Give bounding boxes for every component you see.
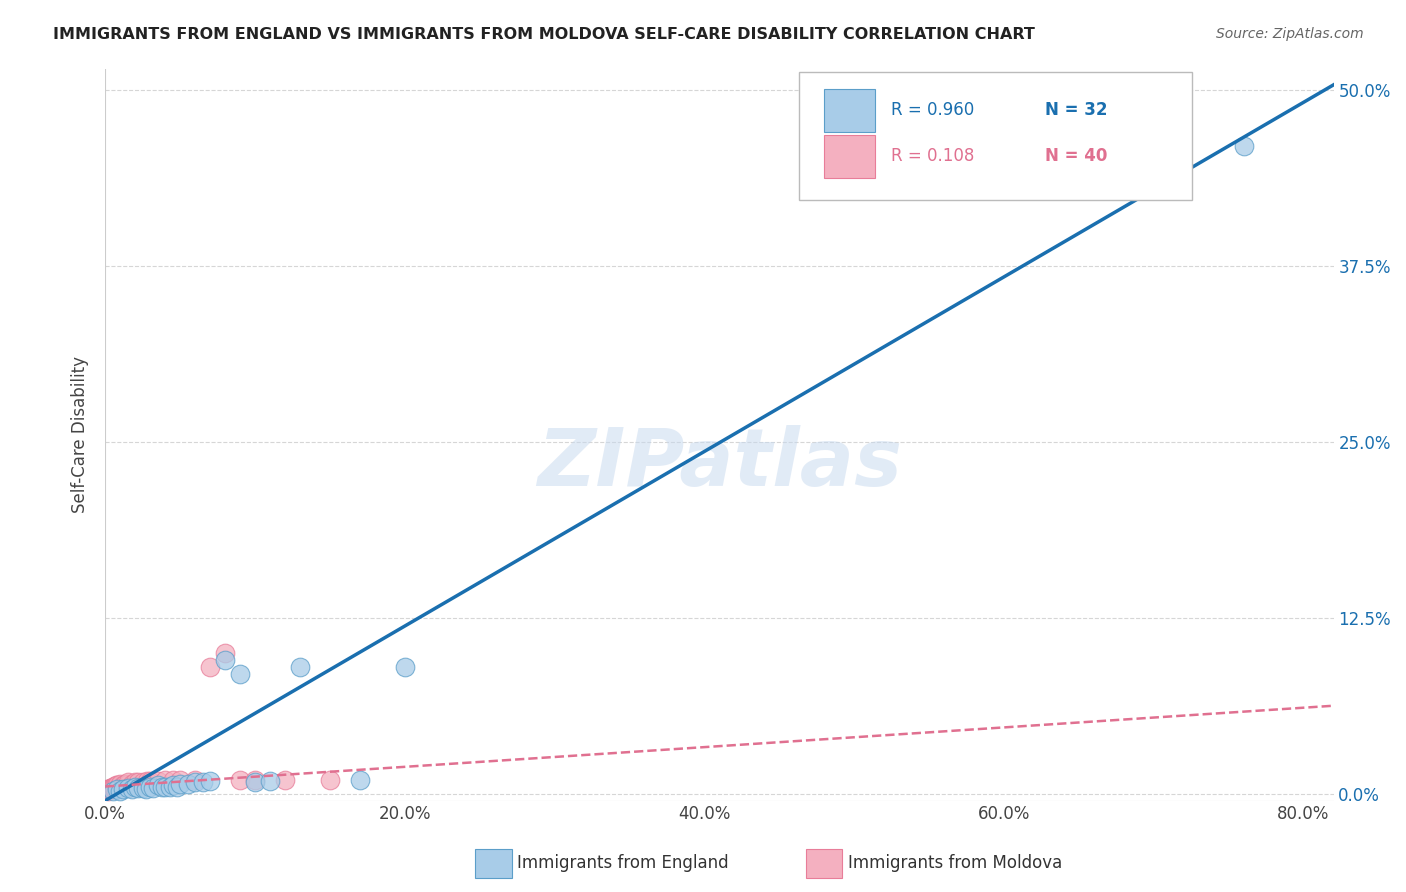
Point bbox=[100, 782, 122, 797]
Point bbox=[105, 778, 128, 792]
Point bbox=[103, 780, 125, 794]
Point bbox=[135, 782, 157, 797]
Point bbox=[169, 777, 191, 791]
Point bbox=[117, 780, 139, 795]
Point bbox=[101, 780, 124, 795]
Point bbox=[136, 773, 159, 788]
Point bbox=[105, 782, 128, 797]
Point bbox=[229, 667, 252, 681]
Point bbox=[100, 780, 122, 795]
Point bbox=[101, 780, 124, 794]
FancyBboxPatch shape bbox=[799, 72, 1192, 201]
Y-axis label: Self-Care Disability: Self-Care Disability bbox=[72, 356, 89, 513]
Point bbox=[166, 780, 188, 794]
Point bbox=[146, 773, 169, 788]
Point bbox=[198, 773, 221, 788]
Point bbox=[1233, 139, 1256, 153]
Point bbox=[162, 778, 184, 792]
Point bbox=[117, 777, 139, 791]
Point bbox=[176, 777, 198, 791]
Point bbox=[150, 780, 173, 794]
Point bbox=[274, 772, 297, 787]
Text: IMMIGRANTS FROM ENGLAND VS IMMIGRANTS FROM MOLDOVA SELF-CARE DISABILITY CORRELAT: IMMIGRANTS FROM ENGLAND VS IMMIGRANTS FR… bbox=[53, 27, 1035, 42]
Point bbox=[243, 775, 266, 789]
Point bbox=[191, 775, 214, 789]
Point bbox=[104, 778, 127, 792]
Point bbox=[124, 780, 146, 794]
FancyBboxPatch shape bbox=[824, 135, 876, 178]
FancyBboxPatch shape bbox=[824, 88, 876, 132]
Text: ZIPatlas: ZIPatlas bbox=[537, 425, 901, 503]
Point bbox=[198, 660, 221, 674]
Point bbox=[117, 775, 139, 789]
Text: R = 0.960: R = 0.960 bbox=[891, 102, 974, 120]
Point bbox=[101, 780, 124, 794]
Text: R = 0.108: R = 0.108 bbox=[891, 147, 974, 165]
Point bbox=[146, 778, 169, 792]
Point bbox=[108, 778, 131, 792]
Point bbox=[124, 775, 146, 789]
Point bbox=[319, 772, 342, 787]
Point bbox=[153, 772, 176, 787]
Point bbox=[169, 772, 191, 787]
Point bbox=[124, 777, 146, 791]
Point bbox=[108, 784, 131, 798]
Point bbox=[97, 782, 120, 797]
Point bbox=[105, 780, 128, 794]
Point bbox=[349, 772, 371, 787]
Text: Source: ZipAtlas.com: Source: ZipAtlas.com bbox=[1216, 27, 1364, 41]
Text: N = 32: N = 32 bbox=[1045, 102, 1108, 120]
Point bbox=[184, 775, 207, 789]
Point bbox=[127, 780, 149, 795]
Point bbox=[103, 780, 125, 795]
Point bbox=[214, 646, 236, 660]
Point bbox=[131, 780, 153, 795]
Point bbox=[104, 780, 127, 794]
Point bbox=[229, 772, 252, 787]
Point bbox=[1143, 181, 1166, 195]
Point bbox=[288, 660, 311, 674]
Point bbox=[112, 778, 135, 792]
Point bbox=[394, 660, 416, 674]
Point bbox=[98, 780, 121, 795]
Point bbox=[107, 780, 129, 794]
Text: Immigrants from England: Immigrants from England bbox=[517, 855, 730, 872]
Point bbox=[142, 780, 165, 795]
Point bbox=[139, 773, 162, 788]
Point bbox=[139, 780, 162, 794]
Point bbox=[121, 777, 143, 791]
Point bbox=[101, 784, 124, 798]
Point bbox=[243, 772, 266, 787]
Point bbox=[184, 772, 207, 787]
Point bbox=[108, 777, 131, 791]
Text: N = 40: N = 40 bbox=[1045, 147, 1108, 165]
Text: Immigrants from Moldova: Immigrants from Moldova bbox=[848, 855, 1062, 872]
Point bbox=[114, 777, 136, 791]
Point bbox=[153, 780, 176, 794]
Point bbox=[259, 773, 281, 788]
Point bbox=[131, 775, 153, 789]
Point bbox=[159, 780, 181, 794]
Point bbox=[112, 782, 135, 797]
Point bbox=[162, 772, 184, 787]
Point bbox=[121, 782, 143, 797]
Point bbox=[127, 775, 149, 789]
Point bbox=[98, 782, 121, 797]
Point bbox=[97, 784, 120, 798]
Point bbox=[214, 653, 236, 667]
